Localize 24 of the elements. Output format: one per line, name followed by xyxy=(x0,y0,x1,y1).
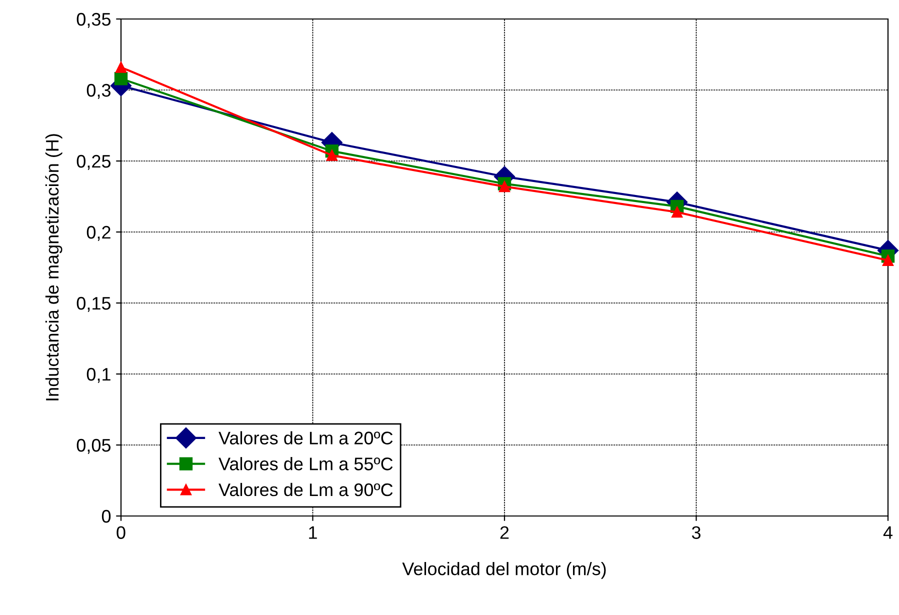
x-tick-label: 1 xyxy=(309,526,317,539)
legend-label: Valores de Lm a 20ºC xyxy=(218,431,393,444)
x-axis-title: Velocidad del motor (m/s) xyxy=(402,562,606,579)
y-tick-label: 0,35 xyxy=(76,12,111,28)
y-tick-label: 0,1 xyxy=(86,368,110,383)
point xyxy=(882,254,894,266)
point xyxy=(114,72,128,86)
point xyxy=(326,150,338,161)
y-tick-label: 0,3 xyxy=(86,84,110,99)
legend-label: Valores de Lm a 55ºC xyxy=(218,457,393,470)
y-tick-label: 0 xyxy=(102,510,111,523)
y-tick-label: 0,05 xyxy=(76,438,111,454)
point xyxy=(115,62,127,73)
legend-label: Valores de Lm a 90ºC xyxy=(218,482,393,496)
x-tick-label: 2 xyxy=(500,526,509,539)
y-tick-label: 0,15 xyxy=(76,296,111,312)
y-axis-title: Inductancia de magnetización (H) xyxy=(45,134,62,400)
y-tick-label: 0,2 xyxy=(86,226,110,241)
x-tick-label: 3 xyxy=(692,526,700,539)
point xyxy=(498,181,510,192)
y-tick-label: 0,25 xyxy=(76,154,111,170)
x-tick-label: 0 xyxy=(116,526,126,539)
x-tick-label: 4 xyxy=(883,526,892,539)
point xyxy=(672,206,683,218)
